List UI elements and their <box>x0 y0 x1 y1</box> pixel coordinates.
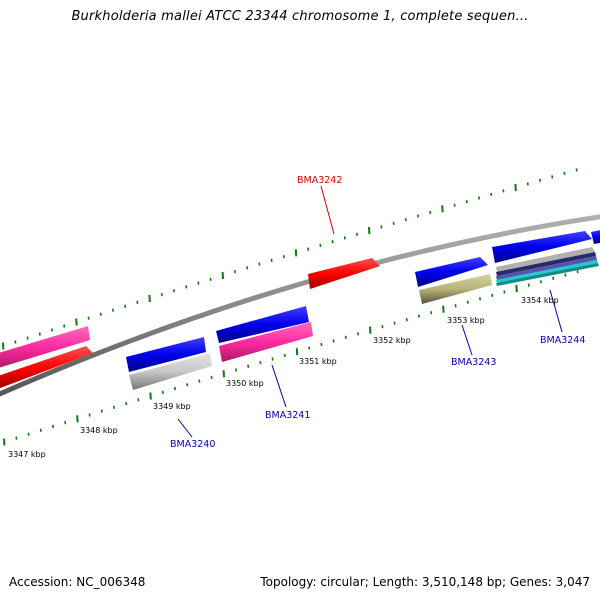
gene-label-bma3243[interactable]: BMA3243 <box>451 357 496 368</box>
gene-arrow-bma3241-blue[interactable] <box>216 306 309 343</box>
ruler-label: 3354 kbp <box>521 296 559 305</box>
gene-label-bma3242[interactable]: BMA3242 <box>297 175 342 186</box>
ruler-label: 3353 kbp <box>447 316 485 325</box>
ruler-labels: 3347 kbp 3348 kbp 3349 kbp 3350 kbp 3351… <box>8 296 559 459</box>
gene-arrow-blue-4[interactable] <box>492 231 592 263</box>
upper-tick-row <box>2 168 578 350</box>
ruler-label: 3349 kbp <box>153 402 191 411</box>
label-callouts <box>177 185 563 438</box>
lower-tick-row <box>3 270 579 446</box>
gene-arrow-bma3242[interactable] <box>308 258 380 289</box>
gene-labels: BMA3242 BMA3240 BMA3241 BMA3243 BMA3244 <box>170 175 585 450</box>
callout-bma3244 <box>549 289 563 333</box>
gene-arrow-bma3240-blue[interactable] <box>126 337 206 372</box>
gene-arrow-bma3244-stack[interactable] <box>496 247 599 286</box>
gene-arrow-blue-3[interactable] <box>415 257 488 287</box>
forward-strand-genes <box>0 229 600 369</box>
callout-bma3243 <box>461 324 473 356</box>
ruler-label: 3348 kbp <box>80 426 118 435</box>
map-title: Burkholderia mallei ATCC 23344 chromosom… <box>71 9 529 24</box>
gene-arrow-pink-upper[interactable] <box>0 326 90 369</box>
accession-text: Accession: NC_006348 <box>9 575 146 589</box>
ruler-label: 3352 kbp <box>373 336 411 345</box>
gene-label-bma3240[interactable]: BMA3240 <box>170 439 215 450</box>
gene-arrow-blue-5[interactable] <box>591 229 600 244</box>
ruler-label: 3347 kbp <box>8 450 46 459</box>
gene-arrow-bma3240-gray[interactable] <box>129 353 212 390</box>
reverse-strand-genes <box>0 247 599 390</box>
gene-arrow-bma3243-olive[interactable] <box>419 274 492 304</box>
callout-bma3240 <box>177 418 193 438</box>
sequence-backbone <box>0 214 600 397</box>
callout-bma3242 <box>320 185 335 235</box>
ruler-label: 3351 kbp <box>299 357 337 366</box>
gene-arrow-bma3241-pink[interactable] <box>219 322 313 362</box>
sequence-summary: Topology: circular; Length: 3,510,148 bp… <box>260 575 590 589</box>
callout-bma3241 <box>271 364 287 408</box>
ruler-label: 3350 kbp <box>226 379 264 388</box>
gene-label-bma3244[interactable]: BMA3244 <box>540 335 585 346</box>
gene-label-bma3241[interactable]: BMA3241 <box>265 410 310 421</box>
gene-arrow-red-lower[interactable] <box>0 346 93 390</box>
